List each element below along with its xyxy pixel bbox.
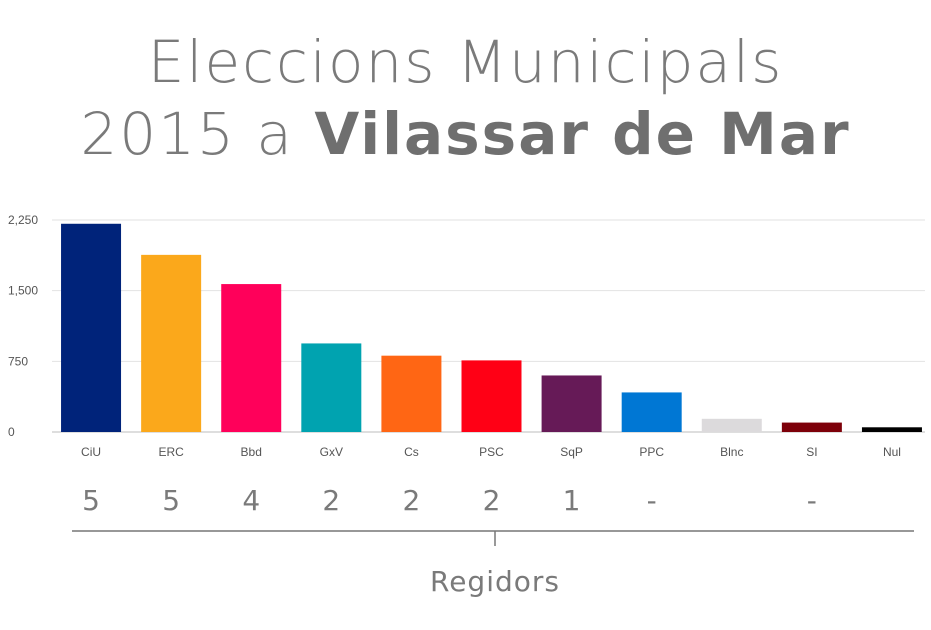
x-tick-label: PPC	[639, 445, 664, 459]
seat-count: 2	[322, 484, 340, 517]
seat-count: 5	[162, 484, 180, 517]
bar-cs	[381, 355, 442, 432]
chart-title-line2: 2015 a Vilassar de Mar	[0, 100, 931, 168]
title-year: 2015 a	[80, 100, 315, 168]
x-tick-label: GxV	[320, 445, 343, 459]
y-tick-label: 750	[8, 354, 28, 368]
y-tick-label: 2,250	[8, 213, 38, 227]
bar-bbd	[221, 284, 282, 432]
x-tick-label: Cs	[404, 445, 419, 459]
bar-psc	[461, 360, 522, 432]
seat-count: -	[807, 484, 817, 517]
y-tick-label: 0	[8, 425, 15, 439]
x-tick-label: SqP	[560, 445, 583, 459]
x-tick-label: PSC	[479, 445, 504, 459]
chart-title-line1: Eleccions Municipals	[147, 28, 784, 96]
seat-count: 5	[82, 484, 100, 517]
x-tick-label: ERC	[158, 445, 184, 459]
bar-blnc	[701, 418, 762, 432]
x-tick-label: Nul	[883, 445, 901, 459]
bar-sqp	[541, 375, 602, 432]
bar-erc	[141, 254, 202, 432]
bar-gxv	[301, 343, 362, 432]
bar-si	[781, 422, 842, 432]
y-tick-label: 1,500	[8, 284, 38, 298]
bar-chart: 0 750 1,500 2,250 CiU 5 ERC 5 Bbd 4 GxV 2 Cs 2 PSC 2 SqP…	[8, 213, 925, 546]
x-tick-label: Blnc	[720, 445, 743, 459]
x-tick-label: SI	[806, 445, 817, 459]
seat-count: 1	[563, 484, 581, 517]
seat-count: 4	[242, 484, 260, 517]
title-town: Vilassar de Mar	[314, 100, 851, 168]
x-tick-label: Bbd	[241, 445, 262, 459]
seat-count: -	[647, 484, 657, 517]
seat-count: 2	[483, 484, 501, 517]
seat-count: 2	[402, 484, 420, 517]
x-tick-label: CiU	[81, 445, 101, 459]
bar-ppc	[621, 392, 682, 432]
bar-ciu	[61, 223, 122, 432]
regidors-axis-title: Regidors	[430, 565, 560, 598]
bar-nul	[861, 427, 922, 432]
